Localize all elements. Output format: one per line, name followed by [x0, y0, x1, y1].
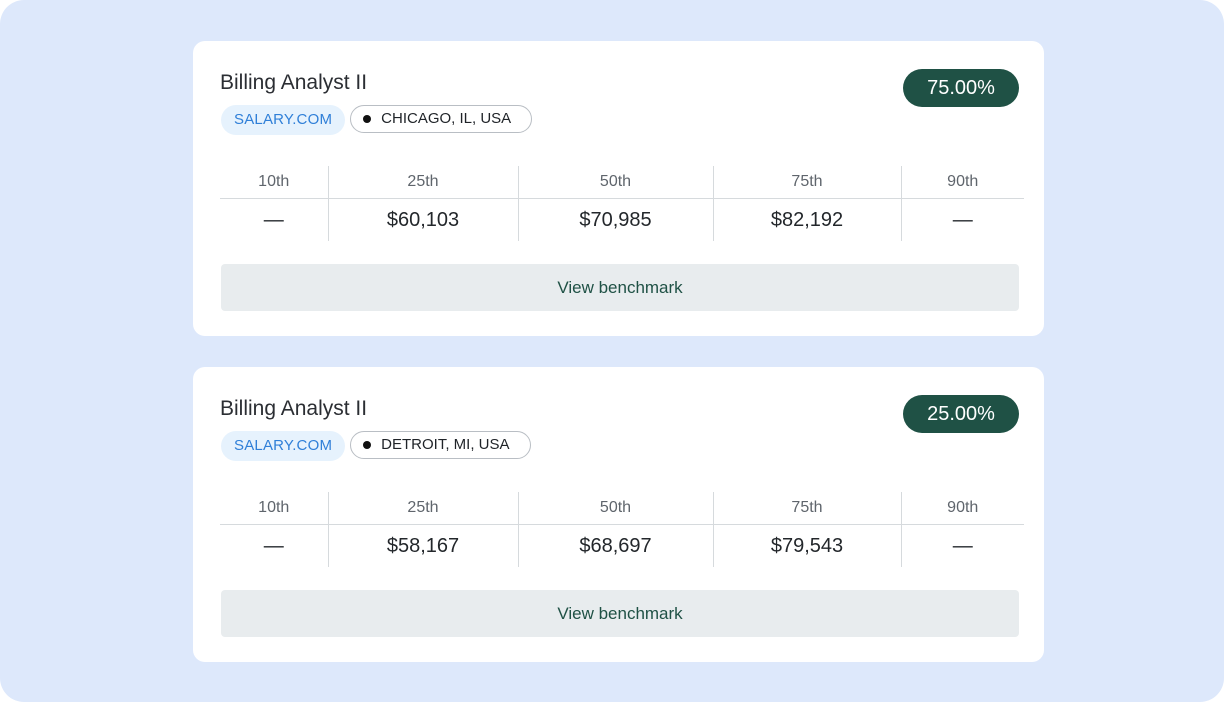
percentile-table: 10th 25th 50th 75th 90th — $60,103 $70,9…	[220, 166, 1024, 241]
value-25th: $60,103	[327, 198, 518, 241]
table-row: — $58,167 $68,697 $79,543 —	[220, 524, 1024, 567]
header-75th: 75th	[712, 492, 901, 525]
location-dot-icon	[363, 441, 372, 449]
table-row: — $60,103 $70,985 $82,192 —	[220, 198, 1024, 241]
value-50th: $68,697	[517, 524, 713, 567]
value-90th: —	[900, 198, 1024, 241]
header-50th: 50th	[517, 492, 713, 525]
header-25th: 25th	[327, 492, 518, 525]
value-75th: $79,543	[712, 524, 901, 567]
tag-row: SALARY.COM CHICAGO, IL, USA	[221, 105, 533, 135]
value-50th: $70,985	[517, 198, 713, 241]
job-title: Billing Analyst II	[220, 397, 368, 420]
header-90th: 90th	[900, 492, 1024, 525]
benchmark-card: Billing Analyst II SALARY.COM CHICAGO, I…	[193, 41, 1044, 336]
job-title: Billing Analyst II	[220, 71, 368, 94]
location-tag: DETROIT, MI, USA	[350, 431, 531, 459]
location-dot-icon	[363, 115, 372, 123]
header-10th: 10th	[220, 166, 328, 199]
value-75th: $82,192	[712, 198, 901, 241]
source-tag: SALARY.COM	[221, 105, 346, 135]
percent-badge: 25.00%	[903, 395, 1019, 433]
percentile-table: 10th 25th 50th 75th 90th — $58,167 $68,6…	[220, 492, 1024, 567]
table-header-row: 10th 25th 50th 75th 90th	[220, 492, 1024, 525]
percent-badge: 75.00%	[903, 69, 1019, 107]
tag-row: SALARY.COM DETROIT, MI, USA	[221, 431, 531, 461]
value-10th: —	[263, 534, 284, 557]
header-90th: 90th	[900, 166, 1024, 199]
header-25th: 25th	[327, 166, 518, 199]
location-tag: CHICAGO, IL, USA	[350, 105, 533, 133]
benchmark-card: Billing Analyst II SALARY.COM DETROIT, M…	[193, 367, 1044, 662]
view-benchmark-button[interactable]: View benchmark	[221, 264, 1019, 311]
header-50th: 50th	[517, 166, 713, 199]
value-10th: —	[263, 208, 284, 231]
header-10th: 10th	[220, 492, 328, 525]
location-label: DETROIT, MI, USA	[381, 436, 510, 453]
location-label: CHICAGO, IL, USA	[381, 110, 512, 127]
value-25th: $58,167	[327, 524, 518, 567]
table-header-row: 10th 25th 50th 75th 90th	[220, 166, 1024, 199]
source-tag: SALARY.COM	[221, 431, 346, 461]
value-90th: —	[900, 524, 1024, 567]
view-benchmark-button[interactable]: View benchmark	[221, 590, 1019, 637]
header-75th: 75th	[712, 166, 901, 199]
